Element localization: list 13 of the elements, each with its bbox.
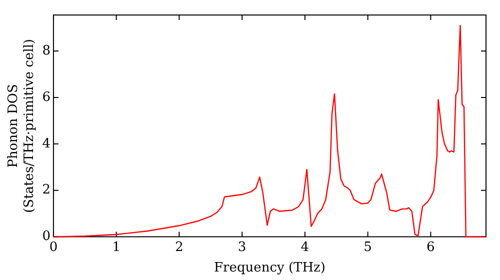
x-axis-title: Frequency (THz) xyxy=(214,260,326,276)
x-tick-label: 4 xyxy=(300,240,310,255)
x-tick-label: 3 xyxy=(238,240,246,255)
x-tick-label: 5 xyxy=(364,240,372,255)
y-tick-label: 6 xyxy=(42,90,50,105)
y-tick-label: 8 xyxy=(42,43,50,58)
y-tick-label: 4 xyxy=(42,136,50,152)
x-tick-label: 6 xyxy=(426,240,435,255)
x-tick-label: 2 xyxy=(175,240,184,255)
y-axis-title: Phonon DOS (States/THz·primitive cell) xyxy=(6,38,37,213)
x-tick-label: 1 xyxy=(112,240,120,255)
y-tick-label: 2 xyxy=(42,182,50,198)
y-tick-label: 0 xyxy=(42,229,50,244)
